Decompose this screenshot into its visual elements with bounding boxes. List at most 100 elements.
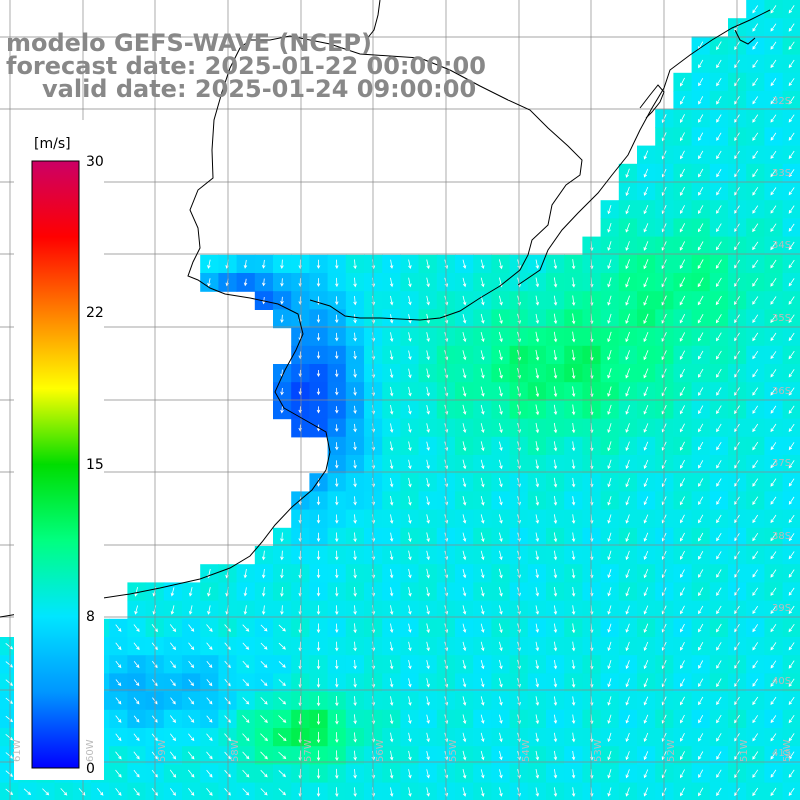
wind-arrow (571, 587, 576, 597)
wind-arrow (499, 732, 503, 743)
wind-arrow (389, 641, 394, 652)
wind-arrow (571, 404, 576, 416)
wind-arrow (553, 459, 558, 470)
wind-arrow (716, 423, 722, 433)
wind-cell (709, 200, 729, 219)
wind-arrow (334, 387, 339, 396)
wind-arrow (625, 769, 630, 779)
wind-arrow (224, 769, 231, 778)
wind-arrow (133, 660, 140, 669)
wind-arrow (242, 715, 250, 724)
colorbar-unit: [m/s] (34, 136, 71, 152)
wind-arrow (480, 277, 485, 288)
wind-cell (709, 364, 729, 383)
wind-arrow (389, 514, 394, 524)
wind-arrow (770, 715, 777, 724)
wind-cell (709, 491, 729, 511)
wind-cell (764, 527, 784, 547)
wind-arrow (752, 715, 759, 724)
wind-arrow (770, 678, 777, 687)
wind-arrow (752, 277, 759, 287)
wind-arrow (788, 569, 795, 578)
wind-arrow (680, 478, 685, 488)
wind-arrow (408, 787, 412, 797)
wind-arrow (408, 405, 412, 415)
wind-arrow (698, 405, 704, 415)
wind-arrow (788, 114, 795, 123)
wind-arrow (335, 587, 339, 597)
wind-arrow (752, 569, 759, 578)
wind-cell (764, 436, 784, 456)
wind-arrow (353, 478, 357, 488)
wind-arrow (553, 550, 558, 561)
wind-arrow (335, 496, 339, 506)
wind-arrow (680, 96, 685, 105)
wind-arrow (643, 277, 649, 288)
wind-cell (673, 473, 693, 492)
wind-arrow (698, 587, 704, 597)
wind-arrow (426, 350, 430, 361)
wind-arrow (389, 787, 394, 797)
wind-arrow (335, 713, 339, 725)
wind-arrow (261, 587, 266, 597)
wind-arrow (5, 788, 14, 796)
wind-arrow (607, 368, 612, 379)
wind-arrow (770, 514, 777, 524)
wind-arrow (499, 459, 503, 470)
wind-arrow (788, 551, 795, 560)
wind-arrow (353, 387, 357, 396)
wind-arrow (535, 623, 539, 633)
wind-arrow (316, 370, 321, 378)
wind-cell (691, 582, 711, 602)
wind-cell (728, 91, 747, 110)
wind-arrow (206, 697, 213, 705)
wind-arrow (607, 514, 612, 524)
wind-arrow (698, 532, 704, 542)
wind-arrow (389, 659, 394, 670)
wind-arrow (553, 660, 558, 670)
wind-arrow (207, 259, 211, 269)
wind-arrow (353, 769, 357, 779)
wind-arrow (553, 277, 558, 288)
wind-arrow (770, 405, 777, 414)
wind-arrow (426, 587, 430, 597)
wind-arrow (752, 405, 759, 414)
title-block: modelo GEFS-WAVE (NCEP) forecast date: 2… (6, 29, 486, 103)
wind-arrow (625, 459, 630, 470)
wind-arrow (480, 787, 485, 797)
wind-arrow (698, 514, 704, 524)
wind-arrow (462, 678, 467, 688)
wind-arrow (480, 350, 485, 361)
wind-arrow (770, 23, 777, 32)
wind-arrow (408, 277, 412, 288)
wind-arrow (679, 405, 685, 415)
wind-arrow (334, 460, 339, 469)
lon-label: 51W (739, 739, 750, 762)
wind-arrow (788, 296, 795, 305)
wind-arrow (607, 386, 612, 397)
wind-arrow (280, 296, 284, 305)
wind-arrow (625, 605, 630, 615)
wind-arrow (716, 660, 722, 669)
wind-arrow (389, 732, 394, 743)
wind-arrow (788, 23, 795, 32)
wind-arrow (480, 404, 485, 415)
wind-arrow (408, 714, 412, 725)
wind-cell (691, 455, 711, 474)
wind-arrow (788, 369, 795, 378)
wind-cell (673, 254, 693, 274)
wind-arrow (770, 605, 777, 614)
wind-arrow (571, 313, 576, 325)
wind-arrow (643, 423, 649, 433)
wind-arrow (115, 733, 122, 742)
wind-arrow (480, 259, 485, 270)
wind-cell (764, 764, 784, 784)
wind-cell (728, 182, 747, 201)
wind-cell (728, 145, 747, 165)
wind-cell (728, 382, 747, 401)
wind-arrow (625, 313, 630, 324)
wind-arrow (716, 769, 722, 778)
wind-cell (764, 345, 784, 365)
wind-arrow (788, 533, 795, 542)
wind-arrow (770, 259, 777, 269)
